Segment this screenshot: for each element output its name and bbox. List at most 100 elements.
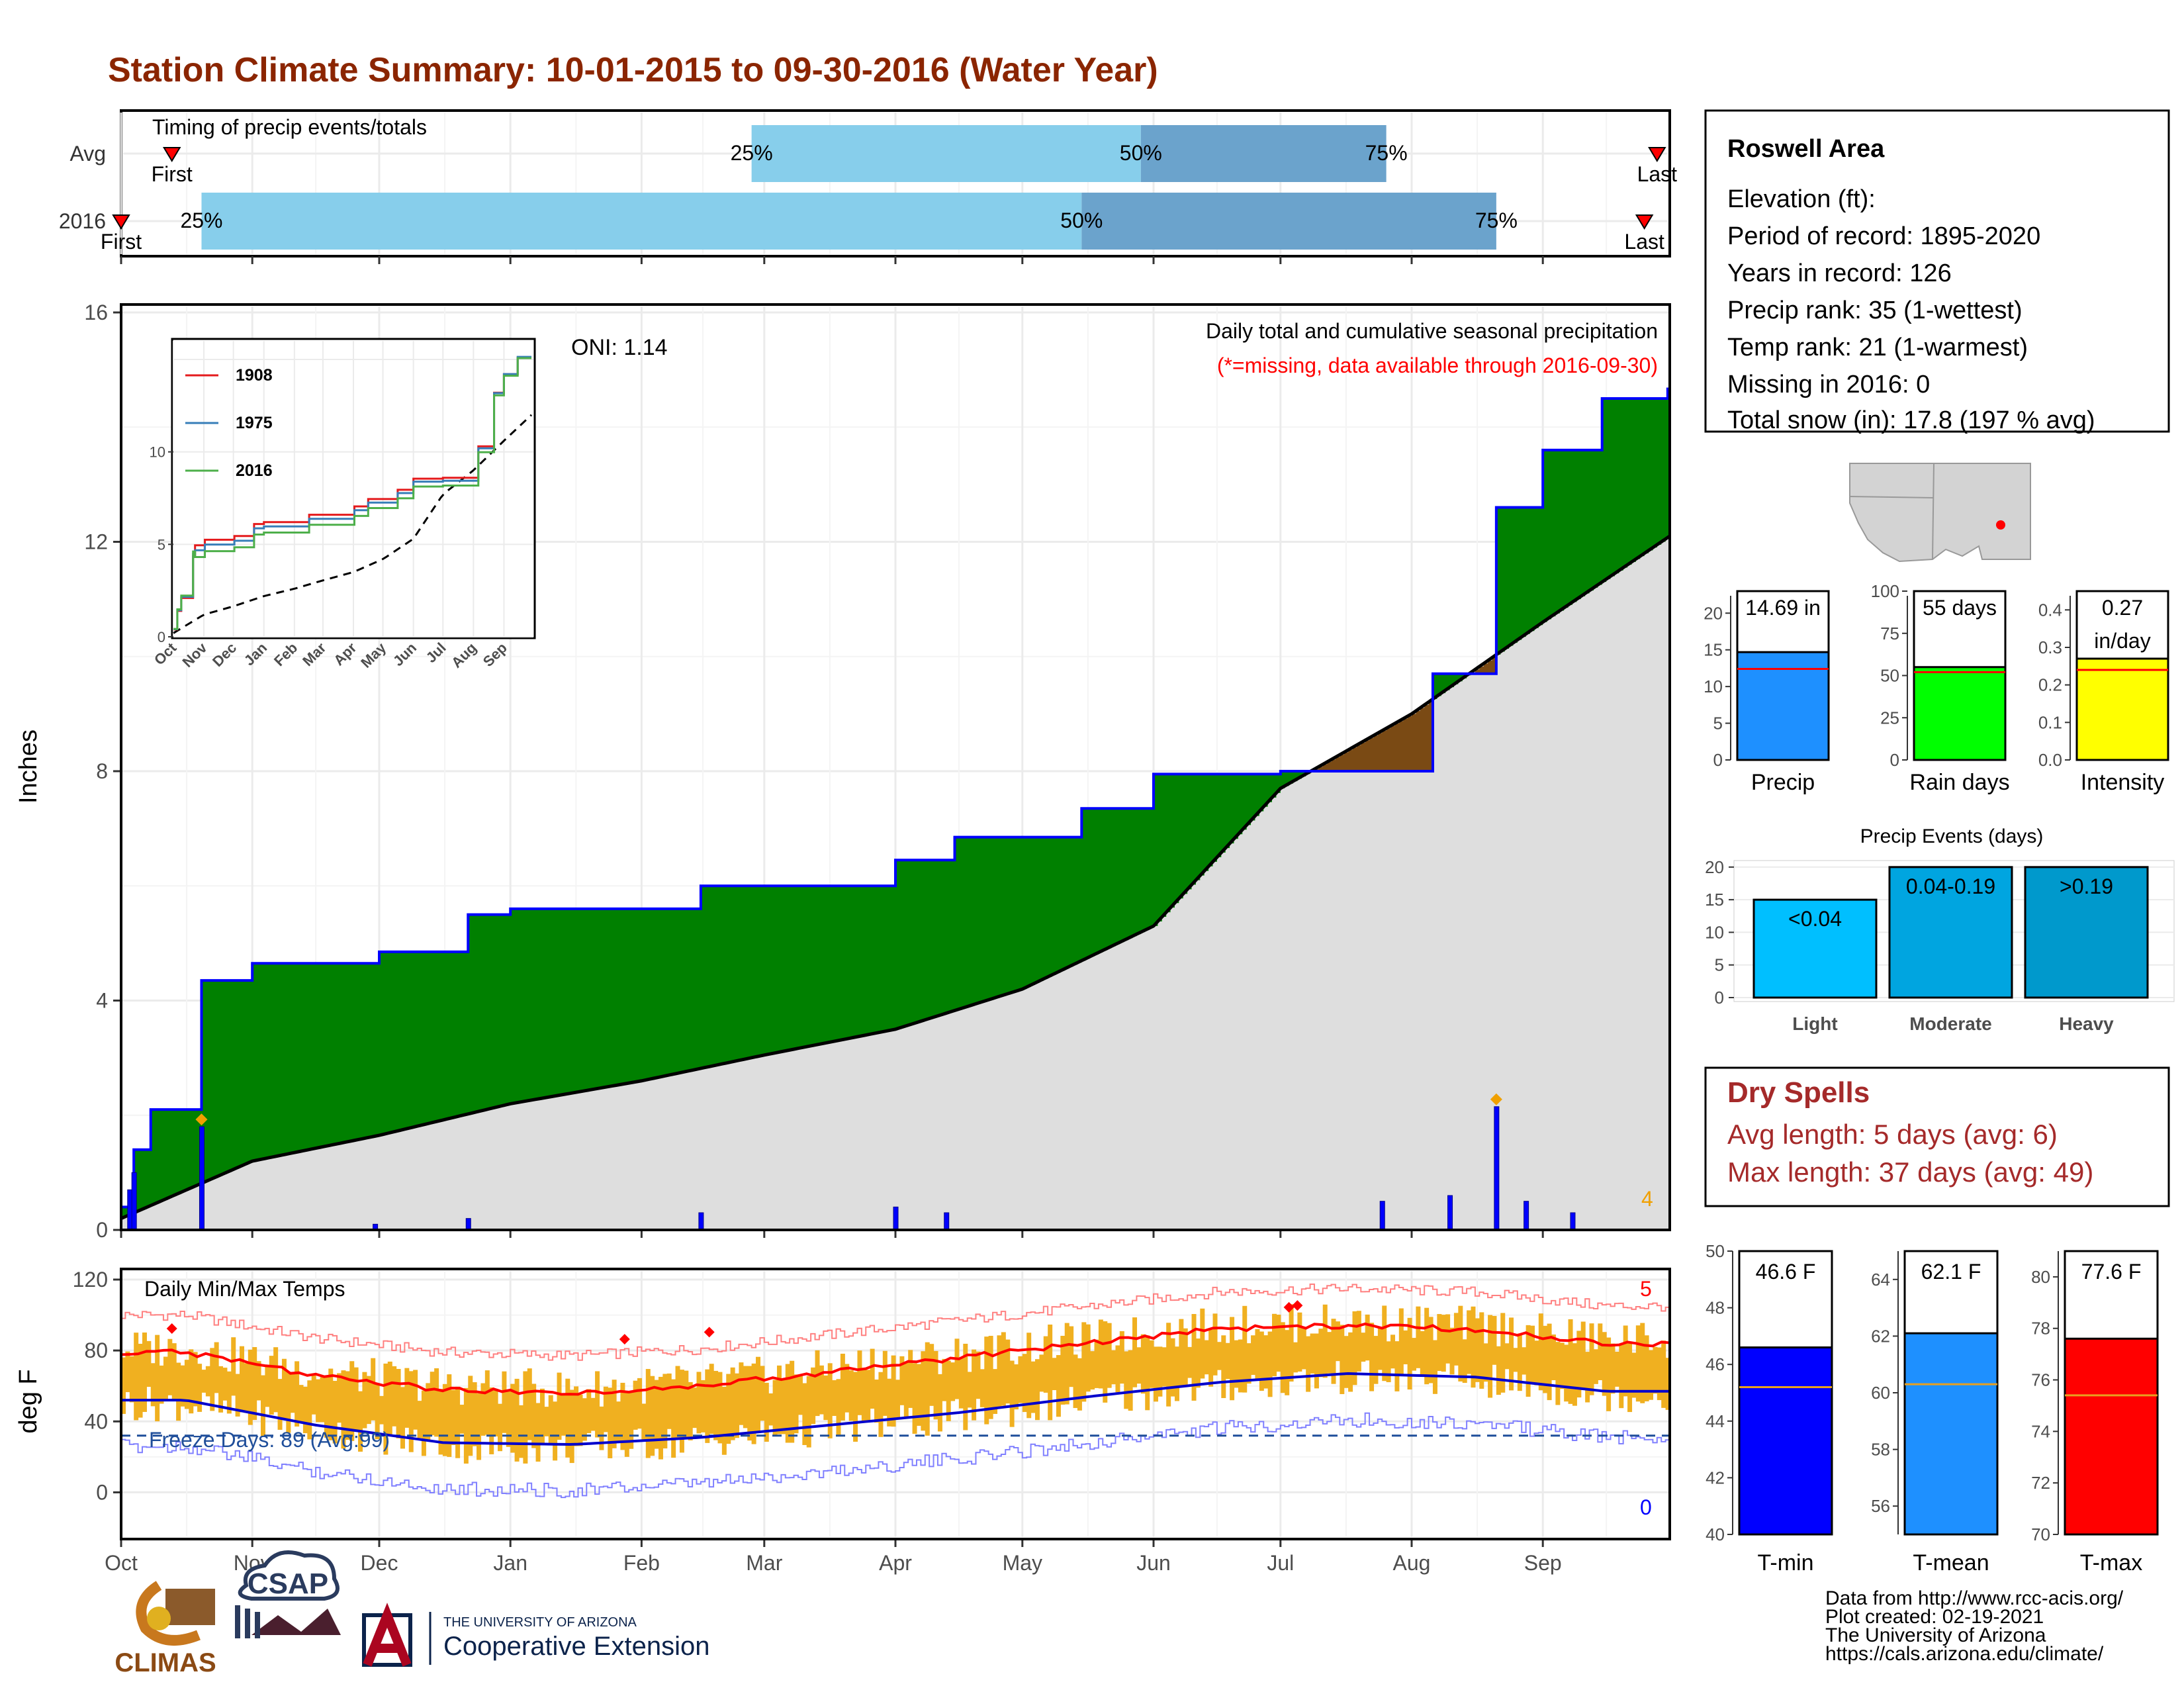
normal-max-line (120, 1322, 1670, 1396)
credit-line-3: The University of Arizona (1825, 1624, 2046, 1646)
daily-precip-bar (944, 1212, 950, 1231)
daily-precip-bar (1570, 1212, 1576, 1231)
avg-cumulative-area (121, 536, 1670, 1230)
daily-temp-bar (316, 1379, 321, 1423)
daily-temp-bar (916, 1364, 921, 1426)
daily-temp-bar (396, 1368, 401, 1438)
daily-temp-bar (472, 1382, 477, 1446)
daily-temp-bar (1030, 1361, 1036, 1413)
daily-temp-bar (1170, 1338, 1175, 1397)
daily-temp-bar (790, 1360, 795, 1443)
daily-temp-bar (510, 1383, 516, 1453)
t-mean-tick-label: 58 (1871, 1440, 1890, 1460)
month-label: Sep (1524, 1551, 1562, 1575)
daily-temp-bar (853, 1372, 858, 1442)
daily-temp-bar (1310, 1333, 1315, 1374)
daily-temp-bar (1098, 1319, 1103, 1389)
daily-temp-bar (1534, 1340, 1539, 1385)
daily-temp-bar (302, 1386, 308, 1434)
inset-series-line (173, 355, 532, 630)
precip-event-label: Heavy (2059, 1013, 2114, 1034)
daily-temp-bar (1246, 1343, 1251, 1384)
inset-avg-line (173, 414, 533, 634)
daily-temp-bar (1403, 1330, 1408, 1364)
daily-temp-bar (1039, 1354, 1044, 1392)
precip-y-tick-label: 16 (84, 301, 108, 324)
daily-precip-bar (199, 1126, 205, 1231)
daily-temp-bar (121, 1357, 126, 1414)
daily-temp-bar (582, 1398, 587, 1441)
daily-temp-bar (417, 1401, 422, 1438)
daily-temp-bar (1043, 1336, 1048, 1393)
station-box: Roswell Area Elevation (ft): Period of r… (1704, 109, 2170, 434)
daily-temp-bar (1183, 1328, 1188, 1385)
events-tick-label: 15 (1705, 890, 1724, 910)
daily-temp-bar (1158, 1346, 1163, 1397)
daily-temp-bar (671, 1379, 676, 1458)
daily-precip-bar (1524, 1201, 1529, 1231)
credits: Data from http://www.rcc-acis.org/ Plot … (1825, 1587, 2124, 1665)
precip-event-label: Light (1792, 1013, 1837, 1034)
daily-temp-bar (277, 1379, 283, 1430)
daily-temp-bar (463, 1387, 469, 1464)
daily-temp-bar (1453, 1313, 1459, 1366)
daily-temp-bar (1204, 1340, 1209, 1375)
t-mean-label: T-mean (1913, 1550, 1989, 1575)
daily-temp-bar (578, 1394, 583, 1446)
precip-events-chart: Precip Events (days) 0 5 10 15 20 <0.04 Light 0… (1705, 825, 2175, 1034)
daily-temp-bar (324, 1376, 329, 1438)
daily-temp-bar (1513, 1348, 1518, 1372)
daily-temp-bar (1598, 1323, 1603, 1380)
t-mean-value-bar (1903, 1332, 1999, 1536)
dry-spells-box: Dry Spells Avg length: 5 days (avg: 6) M… (1704, 1066, 2170, 1207)
daily-temp-bar (921, 1351, 926, 1431)
daily-temp-bar (590, 1397, 596, 1431)
daily-temp-bar (1382, 1305, 1387, 1382)
daily-temp-bar (942, 1358, 947, 1401)
daily-temp-bar (1390, 1335, 1396, 1369)
daily-temp-bar (1073, 1354, 1078, 1409)
daily-temp-bar (950, 1362, 956, 1401)
daily-temp-bar (523, 1371, 528, 1464)
timing-bar-50-75 (1140, 125, 1387, 182)
daily-temp-bar (1314, 1333, 1319, 1389)
above-average-area (121, 398, 1670, 1219)
daily-temp-bar (1407, 1317, 1412, 1390)
daily-temp-bar (743, 1366, 748, 1429)
daily-temp-bar (730, 1367, 735, 1440)
daily-temp-bar (539, 1388, 545, 1445)
daily-temp-bar (586, 1389, 592, 1433)
daily-temp-bar (353, 1367, 359, 1432)
precip-y-tick-label: 0 (96, 1218, 108, 1242)
daily-temp-bar (286, 1372, 291, 1433)
daily-temp-bar (1449, 1327, 1455, 1375)
daily-temp-bar (1555, 1342, 1561, 1405)
daily-temp-bar (612, 1380, 617, 1448)
month-label: Aug (1393, 1551, 1431, 1575)
station-missing: Missing in 2016: 0 (1727, 371, 1930, 399)
daily-temp-bar (434, 1368, 439, 1437)
daily-temp-bar (1610, 1343, 1615, 1394)
daily-temp-bar (937, 1374, 942, 1432)
daily-temp-bar (138, 1343, 143, 1418)
timing-row-avg: Avg (69, 142, 106, 165)
daily-temp-bar (328, 1368, 334, 1440)
daily-temp-bar (1661, 1340, 1666, 1408)
daily-temp-bar (442, 1383, 447, 1456)
precip-y-label: Inches (15, 729, 42, 804)
t-max-tick-label: 72 (2031, 1473, 2050, 1493)
daily-precip-bar (131, 1172, 137, 1231)
rain-days-stat-tick-label: 100 (1871, 581, 1899, 601)
daily-temp-bar (210, 1348, 215, 1411)
daily-temp-bar (903, 1361, 909, 1417)
daily-precip-bar (1494, 1106, 1500, 1231)
daily-temp-bar (721, 1386, 727, 1455)
daily-temp-bar (595, 1371, 600, 1438)
timing-first-marker (162, 147, 181, 162)
daily-temp-bar (387, 1361, 392, 1436)
daily-temp-bar (307, 1380, 312, 1440)
missing-note: (*=missing, data available through 2016-… (1217, 353, 1658, 377)
daily-temp-bar (1530, 1325, 1535, 1384)
daily-temp-bar (1640, 1323, 1645, 1403)
daily-temp-bar (265, 1366, 270, 1407)
